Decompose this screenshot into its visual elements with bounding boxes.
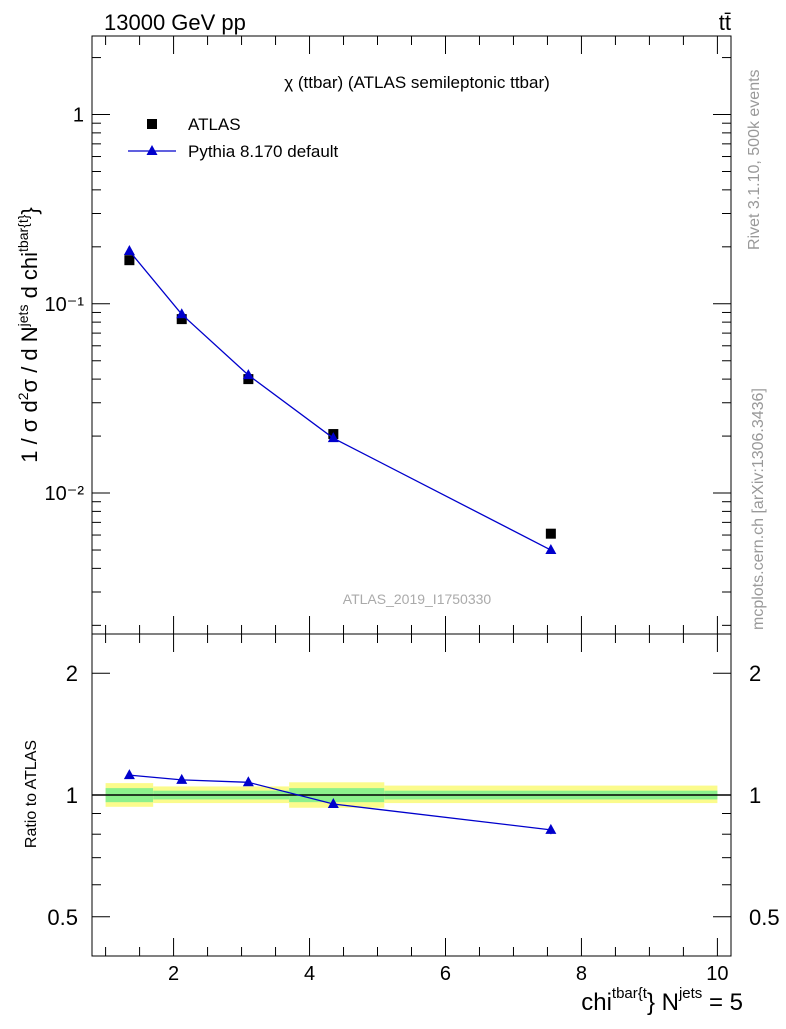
energy-label: 13000 GeV pp [104,10,246,35]
legend: ATLAS Pythia 8.170 default [128,115,339,161]
series-line-pythia [128,250,552,551]
atlas-data-point [545,528,556,539]
pythia-data-point [242,369,254,380]
main-data [123,245,557,555]
pythia-data-point [327,432,339,443]
atlas-data-point [243,374,254,385]
y-tick-label: 1 [73,105,84,127]
ratio-bands [92,782,731,808]
y-tick-label: 10⁻² [45,483,85,505]
ratio-y-tick-label-right: 2 [749,661,761,686]
x-axis-label: chitbar{t} Njets = 5 [581,985,743,1016]
ratio-data-point [176,773,188,784]
ratio-y-tick-label: 1 [66,783,78,808]
ratio-data-point [327,798,339,809]
x-tick-label: 4 [304,963,315,985]
ratio-data-point [545,823,557,834]
legend-marker-pythia [146,145,158,155]
ratio-y-tick-label: 0.5 [47,905,78,930]
rivet-label: Rivet 3.1.10, 500k events [746,69,763,250]
legend-label: Pythia 8.170 default [188,142,339,161]
ratio-data [123,769,557,835]
atlas-data-point [124,255,135,266]
pythia-data-point [123,245,135,256]
ratio-ticks: 2 2 1 1 0.5 0.5 2 4 6 8 10 [47,634,780,985]
main-panel: 1 10⁻¹ 10⁻² χ (ttbar) (ATLAS semileptonic … [15,35,732,635]
x-tick-label: 10 [706,963,728,985]
mcplots-label: mcplots.cern.ch [arXiv:1306.3436] [750,388,767,630]
ratio-y-tick-label-right: 1 [749,783,761,808]
ratio-data-point [242,776,254,787]
x-tick-label: 6 [440,963,451,985]
legend-marker-atlas [147,119,157,129]
process-label: tt̄ [719,10,731,35]
chart-title: χ (ttbar) (ATLAS semileptonic ttbar) [284,73,550,92]
ratio-panel: 2 2 1 1 0.5 0.5 2 4 6 8 10 Ratio to ATLAS [23,633,780,985]
ratio-y-axis-label: Ratio to ATLAS [23,740,40,848]
ratio-y-tick-label-right: 0.5 [749,905,780,930]
ratio-data-point [123,769,135,780]
legend-label: ATLAS [188,115,241,134]
analysis-watermark: ATLAS_2019_I1750330 [343,591,492,607]
x-tick-label: 8 [576,963,587,985]
y-tick-label: 10⁻¹ [45,294,85,316]
atlas-data-point [176,314,187,325]
x-tick-label: 2 [168,963,179,985]
pythia-data-point [176,308,188,319]
main-ticks: 1 10⁻¹ 10⁻² [45,36,731,634]
main-y-axis-label: 1 / σ d2σ / d Njets d chitbar{t}} [15,207,42,463]
ratio-y-tick-label: 2 [66,661,78,686]
pythia-data-point [545,544,557,555]
